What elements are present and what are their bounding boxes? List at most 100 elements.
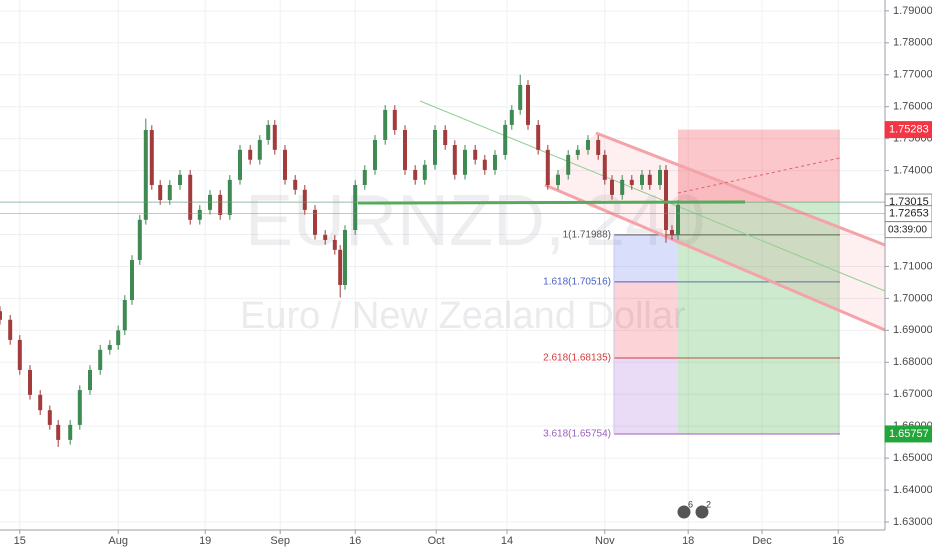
candle-body [208,194,212,210]
badge-label: 6 [688,499,693,509]
candles [0,74,680,447]
y-tick-label: 1.67000 [893,388,932,400]
candle-body [238,149,242,180]
countdown-box [884,221,932,239]
candle-body [422,164,427,180]
fib-zone [614,281,678,358]
candle-body [28,369,32,395]
candle-body [545,149,550,185]
channel-upper [595,131,886,247]
x-tick-label: 16 [349,535,361,547]
y-tick-label: 1.78000 [893,37,932,49]
fib-zone [614,357,678,435]
candle-body [670,230,674,235]
fib-label: 1(1.71988) [563,230,611,241]
candle-body [248,149,253,160]
fib-label: 1.618(1.70516) [543,277,611,288]
candle-body [338,249,343,285]
x-tick-label: 19 [199,535,211,547]
y-tick-label: 1.65000 [893,452,932,464]
candle-body [452,145,457,175]
candle-body [566,154,571,175]
candle-body [130,260,134,300]
candle-body [526,84,530,125]
x-tick-label: Aug [108,535,128,547]
candle-body [620,179,625,195]
candle-body [107,345,112,350]
trend-line [419,100,891,294]
price-label: 1.72653 [889,208,929,220]
candle-body [188,174,193,220]
candle-body [676,204,680,235]
candle-body [536,124,541,150]
candle-body [197,209,202,220]
candle-body [266,124,271,140]
x-tick-label: 16 [832,535,844,547]
candle-body [17,339,22,370]
countdown: 03:39:00 [888,224,927,235]
watermark-name: Euro / New Zealand Dollar [240,295,686,337]
candle-body [116,330,121,346]
candle-body [332,239,337,250]
channel-lower [544,183,886,332]
x-tick-label: 14 [501,535,513,547]
candle-body [77,390,82,425]
candle-body [373,139,377,170]
candle-body [482,159,487,170]
candle-body [8,319,13,340]
candle-body [47,410,52,425]
candle-body [463,149,467,175]
price-label: 1.73015 [889,196,929,208]
candle-body [647,174,652,185]
price-label-box [884,121,932,139]
x-tick-label: Sep [270,535,290,547]
candle-body [629,179,634,185]
candle-body [493,154,497,170]
candle-body [218,194,223,216]
y-tick-label: 1.71000 [893,260,932,272]
candle-body [0,311,2,320]
candle-body [257,139,262,160]
y-tick-label: 1.77000 [893,69,932,81]
y-tick-label: 1.69000 [893,324,932,336]
candle-body [509,109,514,125]
candle-body [149,130,154,185]
price-axis-bg [885,0,932,550]
candle-body [272,124,277,150]
candle-body [343,230,347,285]
x-tick-label: 18 [682,535,694,547]
candle-body [56,424,61,440]
price-label: 1.65757 [889,428,929,440]
candle-body [602,154,607,180]
candle-body [610,179,614,195]
candle-body [158,184,163,200]
fib-label: 2.618(1.68135) [543,353,611,364]
drawing-zones: 1(1.71988) 1.618(1.70516) 2.618(1.68135) 3.… [543,129,840,440]
candle-body [302,189,307,210]
x-tick-label: Dec [752,535,772,547]
candle-body [68,424,73,440]
time-axis-bg [0,530,932,550]
candle-body [353,184,358,231]
candle-body [313,209,317,235]
target-zone [678,202,840,434]
y-tick-label: 1.68000 [893,356,932,368]
candle-body [503,124,508,155]
candle-body [518,84,523,110]
y-tick-label: 1.74000 [893,165,932,177]
candle-body [98,349,103,370]
candle-body [227,179,232,216]
candle-body [575,149,580,155]
candle-body [283,149,287,180]
y-tick-label: 1.64000 [893,484,932,496]
candle-body [433,130,437,165]
badge [694,504,710,520]
candle-body [403,130,407,170]
candle-body [167,184,172,200]
badge-label: 2 [706,499,711,509]
badge [676,504,692,520]
candle-body [383,109,388,140]
candle-body [38,394,43,411]
